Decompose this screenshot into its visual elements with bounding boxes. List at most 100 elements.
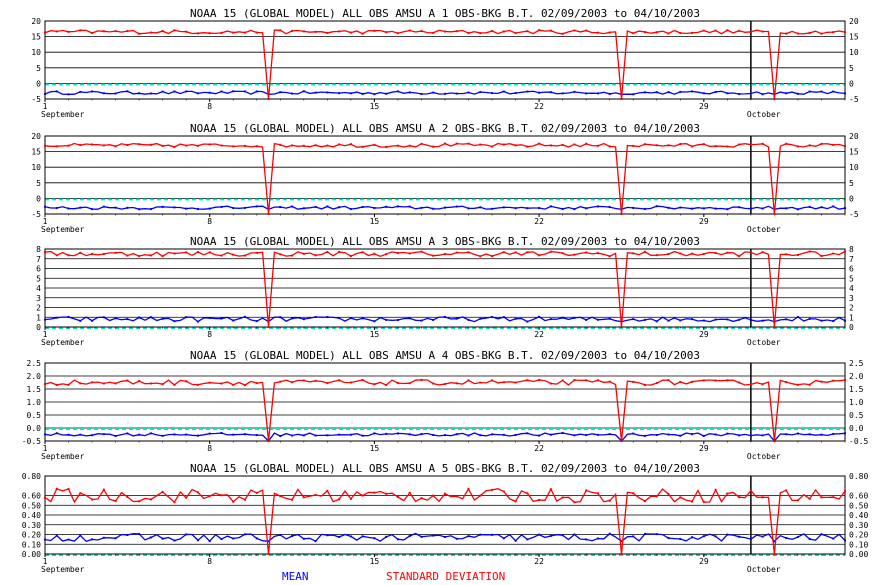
y-tick-label-right: 0.50: [849, 501, 868, 510]
std-point: [138, 380, 141, 383]
y-tick-label-left: 2.5: [27, 359, 42, 368]
std-point: [502, 490, 505, 493]
legend-mean: MEAN: [282, 570, 309, 583]
std-point: [302, 144, 305, 147]
std-point: [55, 487, 58, 490]
mean-point: [408, 317, 411, 320]
mean-point: [338, 206, 341, 209]
mean-point: [196, 207, 199, 210]
y-tick-label-right: 0.40: [849, 511, 868, 520]
y-tick-label-right: 0: [849, 79, 854, 88]
std-point: [832, 379, 835, 382]
std-point: [432, 145, 435, 148]
mean-point: [691, 536, 694, 539]
mean-point: [538, 207, 541, 210]
std-point: [396, 144, 399, 147]
std-point: [432, 254, 435, 257]
mean-point: [338, 433, 341, 436]
std-point: [796, 499, 799, 502]
std-point: [844, 31, 846, 34]
mean-point: [620, 540, 623, 543]
mean-point: [326, 205, 329, 208]
mean-point: [432, 207, 435, 210]
mean-point: [832, 320, 835, 323]
std-point: [126, 144, 129, 147]
mean-point: [491, 533, 494, 536]
y-tick-label-right: 0.10: [849, 540, 868, 549]
mean-point: [573, 434, 576, 437]
y-tick-label-right: 10: [849, 48, 859, 57]
std-point: [138, 143, 141, 146]
mean-point: [714, 90, 717, 93]
mean-point: [632, 535, 635, 538]
mean-point: [820, 433, 823, 436]
mean-point: [644, 91, 646, 94]
mean-point: [467, 535, 470, 538]
mean-point: [573, 90, 576, 93]
std-point: [396, 251, 399, 254]
std-point: [538, 378, 541, 381]
mean-point: [596, 537, 599, 540]
y-tick-label-right: -0.5: [849, 437, 868, 446]
std-point: [608, 145, 611, 148]
mean-point: [796, 208, 799, 211]
mean-point: [538, 533, 541, 536]
std-point: [561, 143, 564, 146]
std-point: [596, 379, 599, 382]
mean-point: [373, 93, 376, 96]
std-point: [702, 252, 705, 255]
std-point: [196, 383, 199, 386]
mean-point: [467, 434, 470, 437]
mean-point: [126, 90, 129, 93]
std-point: [844, 145, 846, 148]
y-tick-label-left: 10: [31, 48, 41, 57]
mean-point: [726, 208, 729, 211]
mean-point: [244, 533, 246, 536]
mean-point: [91, 434, 94, 437]
y-tick-label-left: 1: [36, 313, 41, 322]
std-point: [620, 98, 623, 100]
mean-point: [514, 433, 517, 436]
mean-point: [396, 90, 399, 93]
mean-point: [208, 317, 211, 320]
std-point: [667, 144, 670, 147]
mean-point: [314, 540, 317, 543]
std-point: [314, 379, 317, 382]
std-point: [444, 253, 446, 256]
mean-point: [349, 433, 352, 436]
std-point: [373, 491, 376, 494]
std-point: [596, 252, 599, 255]
std-point: [773, 98, 776, 100]
mean-point: [502, 206, 505, 209]
std-point: [467, 251, 470, 254]
mean-point: [667, 91, 670, 94]
x-tick-label: 22: [534, 557, 544, 566]
x-tick-label: 29: [699, 217, 709, 226]
y-tick-label-left: 3: [36, 294, 41, 303]
y-tick-label-right: 0.60: [849, 492, 868, 501]
std-point: [655, 382, 658, 385]
std-point: [326, 489, 329, 492]
std-point: [149, 382, 152, 385]
y-tick-label-left: 15: [31, 33, 41, 42]
mean-point: [67, 316, 70, 319]
mean-point: [832, 205, 835, 208]
std-point: [479, 494, 482, 497]
mean-point: [338, 535, 341, 538]
std-point: [244, 144, 246, 147]
y-tick-label-right: 1.0: [849, 398, 864, 407]
mean-point: [185, 90, 188, 93]
mean-point: [726, 92, 729, 95]
mean-point: [385, 92, 388, 95]
month-label: September: [41, 565, 85, 574]
std-point: [208, 32, 211, 35]
std-point: [796, 145, 799, 148]
mean-point: [514, 317, 517, 320]
mean-point: [726, 533, 729, 536]
mean-point: [91, 208, 94, 211]
mean-point: [173, 320, 176, 323]
std-point: [126, 254, 129, 257]
mean-point: [102, 316, 105, 319]
std-point: [338, 143, 341, 146]
mean-point: [79, 534, 82, 537]
